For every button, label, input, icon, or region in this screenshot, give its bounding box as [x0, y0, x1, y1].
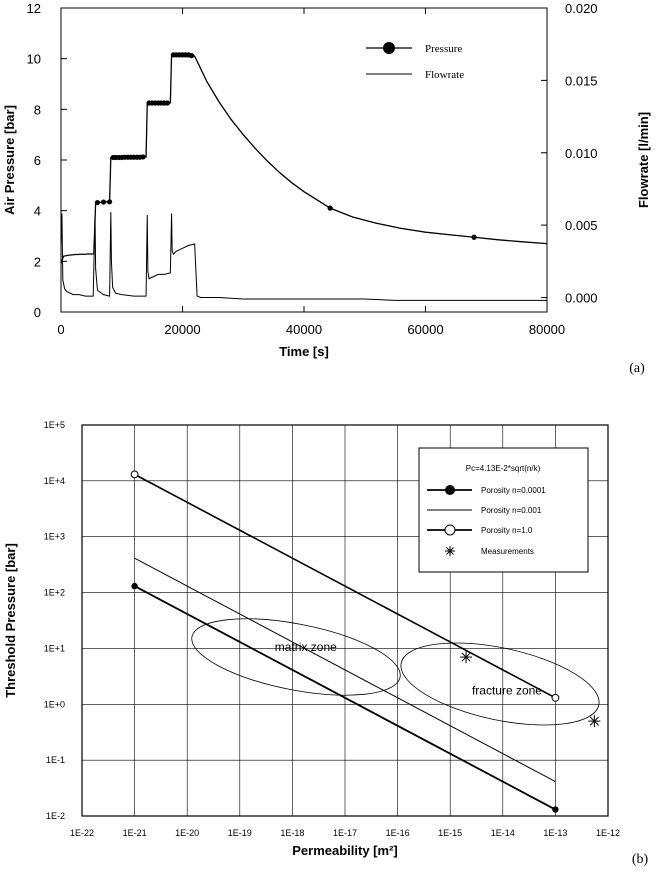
- x-tick-label-b: 1E-12: [596, 828, 620, 838]
- y-tick-label-b: 1E+3: [44, 532, 65, 542]
- asterisk-stroke: [461, 652, 471, 662]
- pressure-marker: [327, 205, 333, 211]
- zone-annotation: matrix zone: [275, 640, 337, 654]
- x-tick-label-b: 1E-17: [333, 828, 357, 838]
- legend-title-b: Pc=4.13E-2*sqrt(n/k): [466, 464, 541, 473]
- legend-marker-b: [445, 485, 455, 495]
- legend-label-b: Porosity n=1.0: [481, 526, 533, 535]
- y2-tick-label-a: 0.020: [565, 1, 598, 16]
- pressure-marker: [164, 100, 170, 106]
- measurement-marker: [460, 651, 473, 664]
- pressure-marker: [471, 234, 477, 240]
- x-tick-label-b: 1E-16: [386, 828, 410, 838]
- legend-marker-b: [444, 524, 456, 536]
- x-tick-label-b: 1E-20: [175, 828, 199, 838]
- zone-annotation: fracture zone: [472, 683, 542, 697]
- y-tick-label-a: 12: [27, 1, 41, 16]
- y-axis-label-b: Threshold Pressure [bar]: [3, 543, 18, 698]
- x-tick-label-a: 40000: [286, 322, 322, 337]
- chart-a: 0 20000 40000 60000 80000 0 2 4 6 8 10 12 0.000 0.005…: [2, 1, 651, 376]
- y-tick-label-a: 4: [34, 204, 41, 219]
- x-tick-label-b: 1E-14: [491, 828, 515, 838]
- x-tick-label-a: 0: [57, 322, 64, 337]
- pressure-marker: [100, 199, 107, 205]
- y-tick-label-b: 1E-2: [46, 811, 65, 821]
- series-n0001-line: [134, 585, 556, 811]
- legend-label-b: Measurements: [481, 547, 534, 556]
- x-tick-label-a: 80000: [529, 322, 565, 337]
- y2-tick-label-a: 0.005: [565, 218, 598, 233]
- series-n1-line: [134, 473, 556, 699]
- panel-label-a: (a): [629, 361, 645, 376]
- plot-frame-b: [81, 424, 609, 817]
- x-tick-label-b: 1E-13: [543, 828, 567, 838]
- y-tick-label-b: 1E+2: [44, 588, 65, 598]
- plot-frame-a: [60, 7, 548, 313]
- y-tick-label-b: 1E+1: [44, 643, 65, 653]
- x-tick-label-b: 1E-21: [123, 828, 147, 838]
- fracture-zone-ellipse: [400, 642, 600, 726]
- x-tick-label-a: 60000: [407, 322, 443, 337]
- x-tick-label-b: 1E-18: [280, 828, 304, 838]
- pressure-marker: [107, 199, 113, 205]
- y2-tick-label-a: 0.010: [565, 146, 598, 161]
- legend-label-b: Porosity n=0.0001: [481, 486, 546, 495]
- y-tick-label-b: 1E+5: [44, 420, 65, 430]
- y2-tick-label-a: 0.015: [565, 73, 598, 88]
- series-n001-line: [134, 557, 556, 783]
- x-axis-label-b: Permeability [m²]: [292, 843, 397, 858]
- chart-b: 1E-22 1E-21 1E-20 1E-19 1E-18 1E-17 1E-16 1E-15…: [3, 420, 648, 867]
- series-n0001-marker: [552, 806, 559, 813]
- y-tick-label-b: 1E-1: [46, 755, 65, 765]
- y-tick-label-a: 6: [34, 153, 41, 168]
- legend-marker-b: [445, 546, 455, 556]
- series-n1-marker: [130, 470, 139, 479]
- series-n0001-marker: [131, 582, 138, 590]
- x-tick-label-b: 1E-22: [70, 828, 94, 838]
- legend-pressure-marker: [383, 42, 395, 54]
- y2-axis-label-a: Flowrate [l/min]: [636, 112, 651, 208]
- y-axis-label-a: Air Pressure [bar]: [2, 105, 17, 215]
- x-axis-label-a: Time [s]: [279, 344, 329, 359]
- legend-flowrate-label: Flowrate: [425, 69, 464, 81]
- y-tick-label-a: 0: [34, 305, 41, 320]
- x-tick-label-a: 20000: [164, 322, 200, 337]
- y-tick-label-a: 8: [34, 102, 41, 117]
- y-tick-label-a: 2: [34, 254, 41, 269]
- matrix-zone-ellipse: [191, 618, 401, 696]
- y-tick-label-b: 1E+4: [44, 476, 65, 486]
- flowrate-series-line: [60, 212, 547, 301]
- y-tick-label-b: 1E+0: [44, 699, 65, 709]
- y-tick-label-a: 10: [27, 52, 41, 67]
- legend-b: Pc=4.13E-2*sqrt(n/k) Porosity n=0.0001 Por…: [418, 447, 589, 573]
- measurement-marker: [588, 715, 601, 728]
- pressure-marker: [94, 199, 101, 206]
- panel-label-b: (b): [632, 852, 649, 867]
- pressure-marker: [189, 53, 195, 59]
- legend-pressure-label: Pressure: [425, 43, 462, 55]
- y2-tick-label-a: 0.000: [565, 291, 598, 306]
- asterisk-stroke: [446, 547, 454, 555]
- asterisk-stroke: [589, 716, 599, 726]
- legend-label-b: Porosity n=0.001: [481, 506, 542, 515]
- series-n1-marker: [551, 693, 560, 702]
- x-tick-label-b: 1E-15: [438, 828, 462, 838]
- x-tick-label-b: 1E-19: [228, 828, 252, 838]
- pressure-marker: [140, 154, 146, 160]
